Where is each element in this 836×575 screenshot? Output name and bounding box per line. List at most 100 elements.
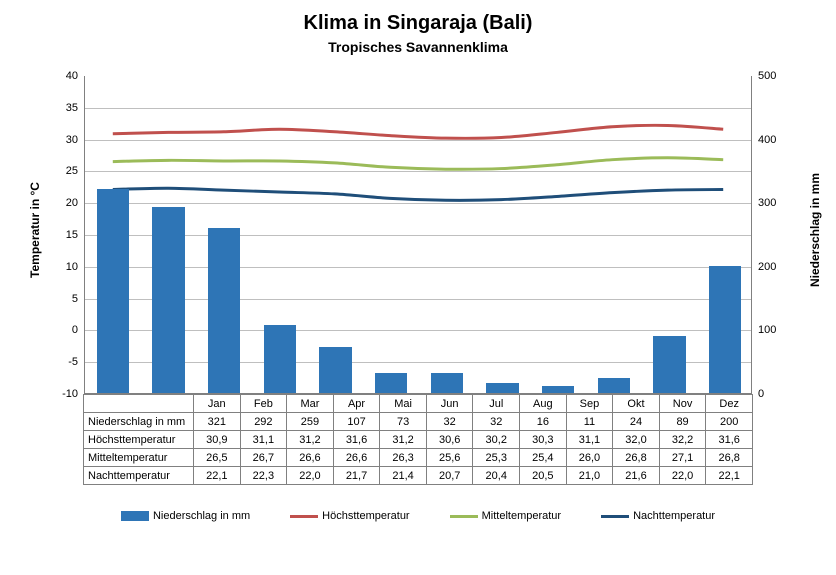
data-cell: 26,8: [706, 449, 753, 467]
precip-bar: [152, 207, 184, 393]
data-cell: 31,6: [333, 431, 380, 449]
precip-bar: [653, 336, 685, 393]
precip-bar: [542, 386, 574, 393]
precip-bar: [319, 347, 351, 393]
data-cell: 26,5: [194, 449, 241, 467]
data-cell: 30,2: [473, 431, 520, 449]
y-left-tick: -5: [48, 356, 78, 368]
data-cell: 21,0: [566, 467, 613, 485]
data-cell: 25,4: [520, 449, 567, 467]
y-right-tick: 0: [758, 388, 788, 400]
precip-bar: [375, 373, 407, 393]
data-cell: 20,7: [426, 467, 473, 485]
row-label: Niederschlag in mm: [84, 413, 194, 431]
data-cell: 89: [659, 413, 706, 431]
data-cell: 31,2: [380, 431, 427, 449]
legend-item-mean: Mitteltemperatur: [450, 510, 561, 522]
data-cell: 321: [194, 413, 241, 431]
data-cell: 32,0: [613, 431, 660, 449]
data-cell: 31,1: [240, 431, 287, 449]
month-header: Jul: [473, 395, 520, 413]
y-right-tick: 100: [758, 324, 788, 336]
legend-label: Nachttemperatur: [633, 510, 715, 522]
y-left-tick: -10: [48, 388, 78, 400]
precip-bar: [431, 373, 463, 393]
data-cell: 21,7: [333, 467, 380, 485]
data-cell: 21,4: [380, 467, 427, 485]
data-cell: 22,3: [240, 467, 287, 485]
data-cell: 31,2: [287, 431, 334, 449]
data-cell: 22,1: [194, 467, 241, 485]
data-cell: 30,9: [194, 431, 241, 449]
legend-label: Niederschlag in mm: [153, 510, 250, 522]
legend: Niederschlag in mm Höchsttemperatur Mittel…: [0, 510, 836, 522]
month-header: Feb: [240, 395, 287, 413]
month-header: Nov: [659, 395, 706, 413]
data-cell: 21,6: [613, 467, 660, 485]
chart-subtitle: Tropisches Savannenklima: [0, 35, 836, 55]
legend-item-precip: Niederschlag in mm: [121, 510, 250, 522]
data-cell: 20,5: [520, 467, 567, 485]
row-label: Mitteltemperatur: [84, 449, 194, 467]
row-label: Höchsttemperatur: [84, 431, 194, 449]
y-right-tick: 300: [758, 197, 788, 209]
data-cell: 26,8: [613, 449, 660, 467]
data-cell: 31,6: [706, 431, 753, 449]
legend-item-high: Höchsttemperatur: [290, 510, 409, 522]
precip-bar: [486, 383, 518, 393]
y-left-axis-title: Temperatur in °C: [28, 182, 42, 278]
month-header: Jan: [194, 395, 241, 413]
month-header: Dez: [706, 395, 753, 413]
data-cell: 200: [706, 413, 753, 431]
climate-chart: Klima in Singaraja (Bali) Tropisches Sav…: [0, 0, 836, 575]
y-left-tick: 0: [48, 324, 78, 336]
high-line: [113, 125, 723, 138]
precip-bar: [598, 378, 630, 393]
y-left-tick: 15: [48, 229, 78, 241]
data-cell: 11: [566, 413, 613, 431]
y-left-tick: 5: [48, 293, 78, 305]
data-cell: 22,1: [706, 467, 753, 485]
precip-bar: [208, 228, 240, 393]
data-cell: 24: [613, 413, 660, 431]
mean-line: [113, 158, 723, 170]
y-right-axis-title: Niederschlag in mm: [808, 173, 822, 287]
data-cell: 73: [380, 413, 427, 431]
data-cell: 26,0: [566, 449, 613, 467]
data-cell: 16: [520, 413, 567, 431]
y-left-tick: 20: [48, 197, 78, 209]
y-left-tick: 40: [48, 70, 78, 82]
data-cell: 32: [473, 413, 520, 431]
plot-area: [84, 76, 752, 394]
data-cell: 32,2: [659, 431, 706, 449]
legend-label: Mitteltemperatur: [482, 510, 561, 522]
data-cell: 20,4: [473, 467, 520, 485]
y-left-tick: 25: [48, 165, 78, 177]
data-cell: 30,6: [426, 431, 473, 449]
data-cell: 107: [333, 413, 380, 431]
data-cell: 25,3: [473, 449, 520, 467]
data-cell: 30,3: [520, 431, 567, 449]
data-cell: 22,0: [659, 467, 706, 485]
data-cell: 31,1: [566, 431, 613, 449]
data-cell: 25,6: [426, 449, 473, 467]
month-header: Jun: [426, 395, 473, 413]
precip-bar: [264, 325, 296, 393]
night-line: [113, 188, 723, 200]
data-cell: 26,6: [333, 449, 380, 467]
data-table: JanFebMarAprMaiJunJulAugSepOktNovDezNied…: [83, 394, 753, 485]
data-cell: 292: [240, 413, 287, 431]
month-header: Mar: [287, 395, 334, 413]
precip-bar: [97, 189, 129, 393]
precip-bar: [709, 266, 741, 393]
legend-item-night: Nachttemperatur: [601, 510, 715, 522]
data-cell: 27,1: [659, 449, 706, 467]
data-cell: 22,0: [287, 467, 334, 485]
data-cell: 26,7: [240, 449, 287, 467]
month-header: Apr: [333, 395, 380, 413]
y-right-tick: 400: [758, 134, 788, 146]
data-cell: 32: [426, 413, 473, 431]
data-cell: 26,3: [380, 449, 427, 467]
y-left-tick: 35: [48, 102, 78, 114]
data-cell: 26,6: [287, 449, 334, 467]
